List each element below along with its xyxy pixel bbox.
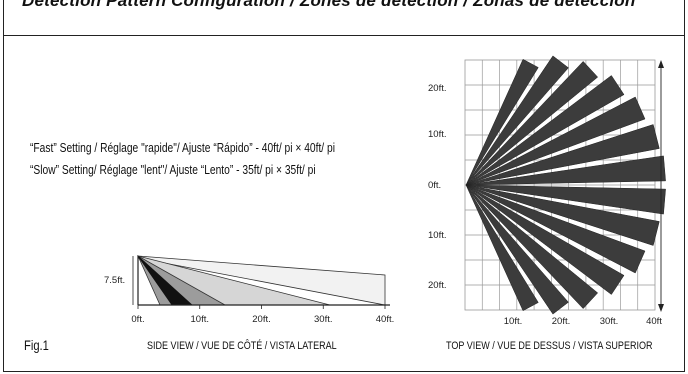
top-view-x-tick-label: 40ft bbox=[646, 316, 662, 327]
range-arrow-down-icon bbox=[658, 304, 664, 312]
side-view-tick-label: 30ft. bbox=[314, 314, 333, 325]
top-view-caption: TOP VIEW / VUE DE DESSUS / VISTA SUPERIO… bbox=[446, 340, 653, 352]
top-view-y-tick-label: 10ft. bbox=[428, 230, 447, 241]
side-view-tick-label: 40ft. bbox=[376, 314, 395, 325]
header-divider bbox=[3, 35, 685, 36]
range-arrow-up-icon bbox=[658, 60, 664, 68]
top-view-y-tick-label: 20ft. bbox=[428, 83, 447, 94]
detection-beam bbox=[465, 58, 539, 186]
detection-beam bbox=[465, 184, 666, 215]
slow-setting-text: “Slow” Setting/ Réglage "lent"/ Ajuste “… bbox=[30, 163, 316, 177]
detection-beam bbox=[465, 184, 646, 274]
side-view-tick-label: 20ft. bbox=[252, 314, 271, 325]
top-view-y-tick-label: 20ft. bbox=[428, 280, 447, 291]
detection-beam bbox=[465, 184, 625, 295]
side-view-caption: SIDE VIEW / VUE DE CÔTÉ / VISTA LATERAL bbox=[147, 340, 337, 352]
figure-frame bbox=[3, 0, 685, 372]
top-view-x-ticks: 10ft. 20ft. 30ft. 40ft bbox=[504, 316, 663, 327]
top-view-y-ticks: 20ft. 10ft. 0ft. 10ft. 20ft. bbox=[428, 83, 447, 291]
fast-setting-text: “Fast” Setting / Réglage "rapide"/ Ajust… bbox=[30, 141, 335, 155]
detection-beam bbox=[465, 96, 646, 186]
detection-beam bbox=[465, 55, 569, 186]
detection-beam bbox=[465, 184, 569, 315]
detection-beam bbox=[465, 75, 625, 186]
detection-beam bbox=[465, 184, 539, 312]
header-text: Detection Pattern Configuration / Zones … bbox=[22, 0, 636, 10]
figure-label: Fig.1 bbox=[24, 337, 49, 353]
side-view-x-ticks: 0ft. 10ft. 20ft. 30ft. 40ft. bbox=[131, 305, 394, 325]
top-view-x-tick-label: 10ft. bbox=[504, 316, 523, 327]
side-view-height-label: 7.5ft. bbox=[104, 275, 125, 286]
detection-beam bbox=[465, 61, 599, 186]
side-view-diagram: 7.5ft. 0ft. 10ft. 20ft. 30ft. 40ft. bbox=[104, 255, 394, 325]
detection-beam bbox=[465, 184, 660, 246]
side-view-tick-label: 0ft. bbox=[131, 314, 144, 325]
top-view-y-tick-label: 0ft. bbox=[428, 180, 441, 191]
detection-beam bbox=[465, 184, 599, 309]
side-view-tick-label: 10ft. bbox=[191, 314, 210, 325]
detection-beam bbox=[465, 124, 660, 186]
top-view-diagram: 20ft. 10ft. 0ft. 10ft. 20ft. 10ft. 20ft. 30ft.… bbox=[428, 55, 666, 327]
top-view-x-tick-label: 20ft. bbox=[552, 316, 571, 327]
top-view-x-tick-label: 30ft. bbox=[600, 316, 619, 327]
top-view-y-tick-label: 10ft. bbox=[428, 129, 447, 140]
detection-beam bbox=[465, 155, 666, 186]
top-view-beams bbox=[465, 55, 666, 315]
